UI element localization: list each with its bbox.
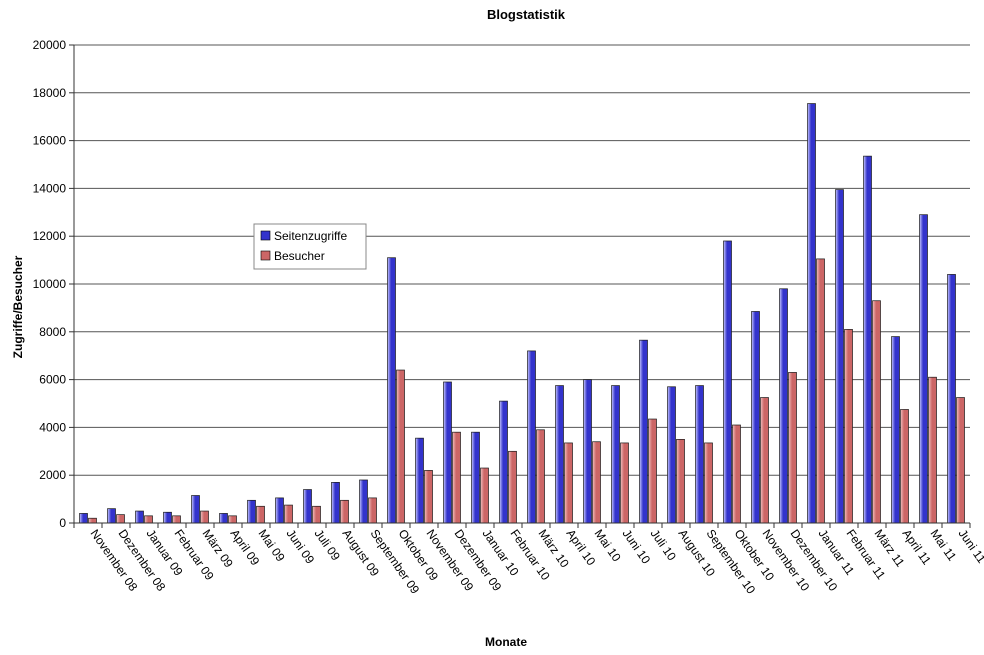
y-tick-label: 14000 <box>33 181 67 195</box>
bar-seitenzugriffe <box>779 288 788 524</box>
bar-seitenzugriffe <box>527 350 536 524</box>
legend-swatch-besucher <box>260 250 271 261</box>
bar-seitenzugriffe <box>303 489 312 524</box>
x-tick-label: Juni 10 <box>620 527 654 567</box>
bar-seitenzugriffe <box>751 311 760 524</box>
y-tick-label: 0 <box>59 516 66 530</box>
bar-besucher <box>704 442 713 524</box>
bar-besucher <box>536 429 545 524</box>
bar-seitenzugriffe <box>359 479 368 524</box>
bar-besucher <box>228 515 237 524</box>
y-tick-label: 18000 <box>33 86 67 100</box>
bar-seitenzugriffe <box>695 385 704 524</box>
bar-seitenzugriffe <box>79 513 88 524</box>
chart-title: Blogstatistik <box>487 7 566 22</box>
x-axis-title: Monate <box>485 635 527 649</box>
bars <box>79 103 965 524</box>
bar-besucher <box>340 499 349 524</box>
gridlines <box>69 44 970 524</box>
legend: Seitenzugriffe Besucher <box>253 223 367 270</box>
bar-besucher <box>256 505 265 524</box>
y-tick-label: 8000 <box>39 325 66 339</box>
x-tick-label: Juni 11 <box>956 527 984 566</box>
bar-besucher <box>564 442 573 524</box>
bar-seitenzugriffe <box>807 103 816 524</box>
bar-seitenzugriffe <box>163 511 172 524</box>
y-axis-title: Zugriffe/Besucher <box>11 255 25 358</box>
bar-besucher <box>648 418 657 524</box>
y-tick-label: 10000 <box>33 277 67 291</box>
bar-besucher <box>732 424 741 524</box>
legend-swatch-seitenzugriffe <box>260 230 271 241</box>
bar-besucher <box>788 372 797 524</box>
bar-besucher <box>480 467 489 524</box>
bar-seitenzugriffe <box>863 155 872 524</box>
y-tick-labels: 0 2000 4000 6000 8000 10000 12000 14000 16000 180… <box>33 38 67 530</box>
bar-seitenzugriffe <box>219 513 228 524</box>
bar-seitenzugriffe <box>275 497 284 524</box>
y-tick-label: 12000 <box>33 229 67 243</box>
bar-besucher <box>284 504 293 524</box>
bar-besucher <box>88 517 97 524</box>
bar-seitenzugriffe <box>471 431 480 524</box>
bar-besucher <box>312 505 321 524</box>
bar-besucher <box>760 397 769 524</box>
bar-besucher <box>200 510 209 524</box>
bar-seitenzugriffe <box>611 385 620 524</box>
bar-seitenzugriffe <box>191 495 200 524</box>
bar-besucher <box>928 376 937 524</box>
y-tick-label: 20000 <box>33 38 67 52</box>
bar-seitenzugriffe <box>639 339 648 524</box>
bar-besucher <box>452 431 461 524</box>
legend-label-besucher: Besucher <box>274 249 325 263</box>
bar-besucher <box>172 515 181 524</box>
bar-seitenzugriffe <box>499 400 508 524</box>
bar-besucher <box>144 515 153 524</box>
bar-seitenzugriffe <box>415 437 424 524</box>
y-tick-label: 6000 <box>39 373 66 387</box>
bar-seitenzugriffe <box>947 274 956 524</box>
bar-seitenzugriffe <box>331 482 340 524</box>
y-tick-label: 4000 <box>39 420 66 434</box>
bar-seitenzugriffe <box>247 499 256 524</box>
bar-besucher <box>620 442 629 524</box>
x-tick-label: Juni 09 <box>284 527 318 567</box>
bar-besucher <box>844 329 853 524</box>
bar-besucher <box>676 439 685 524</box>
bar-seitenzugriffe <box>583 379 592 524</box>
bar-seitenzugriffe <box>919 214 928 524</box>
bar-seitenzugriffe <box>107 508 116 524</box>
bar-besucher <box>872 300 881 524</box>
bar-seitenzugriffe <box>443 381 452 524</box>
bar-besucher <box>396 369 405 524</box>
bar-seitenzugriffe <box>891 336 900 524</box>
y-tick-label: 16000 <box>33 134 67 148</box>
y-tick-label: 2000 <box>39 468 66 482</box>
bar-besucher <box>424 470 433 524</box>
legend-box <box>253 223 367 270</box>
bar-besucher <box>116 514 125 524</box>
bar-besucher <box>368 497 377 524</box>
bar-besucher <box>816 258 825 524</box>
bar-besucher <box>592 441 601 524</box>
bar-seitenzugriffe <box>387 257 396 524</box>
legend-label-seitenzugriffe: Seitenzugriffe <box>274 229 347 243</box>
bar-seitenzugriffe <box>135 510 144 524</box>
bar-besucher <box>956 397 965 524</box>
bar-besucher <box>508 450 517 524</box>
bar-seitenzugriffe <box>835 189 844 524</box>
bar-besucher <box>900 409 909 524</box>
bar-seitenzugriffe <box>723 240 732 524</box>
axes <box>73 45 971 528</box>
bar-seitenzugriffe <box>667 386 676 524</box>
bar-seitenzugriffe <box>555 385 564 524</box>
